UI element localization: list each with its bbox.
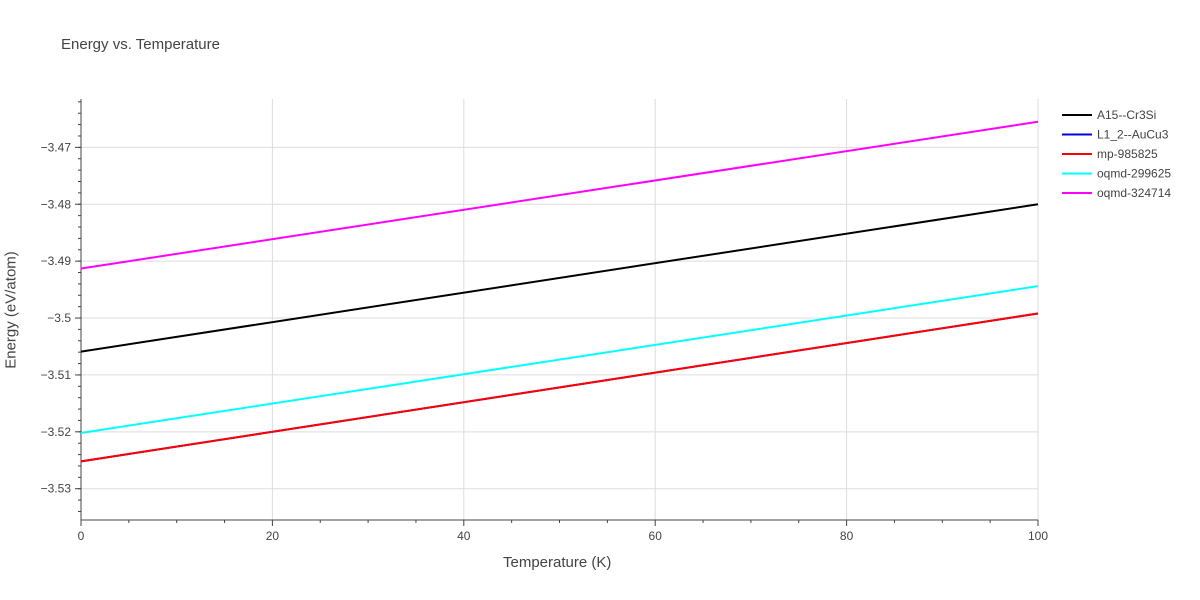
legend-label: oqmd-324714 xyxy=(1097,186,1171,200)
legend-label: mp-985825 xyxy=(1097,147,1158,161)
x-tick-label: 60 xyxy=(649,529,663,543)
y-tick-label: −3.52 xyxy=(41,425,72,439)
legend-label: L1_2--AuCu3 xyxy=(1097,128,1169,142)
legend-label: oqmd-299625 xyxy=(1097,167,1171,181)
y-tick-label: −3.47 xyxy=(41,140,72,154)
series-line-a15-cr3si xyxy=(80,203,1039,353)
x-tick-label: 20 xyxy=(266,529,280,543)
y-tick-label: −3.51 xyxy=(41,368,72,382)
legend-label: A15--Cr3Si xyxy=(1097,108,1156,122)
x-tick-label: 0 xyxy=(78,529,85,543)
y-tick-label: −3.48 xyxy=(41,197,72,211)
y-tick-label: −3.49 xyxy=(41,254,72,268)
series-line-mp-985825 xyxy=(80,312,1039,463)
chart-title: Energy vs. Temperature xyxy=(61,36,220,53)
x-tick-label: 80 xyxy=(840,529,854,543)
y-tick-label: −3.5 xyxy=(47,311,71,325)
x-tick-label: 40 xyxy=(457,529,471,543)
x-axis-title: Temperature (K) xyxy=(503,554,612,571)
series-line-oqmd-299625 xyxy=(80,285,1039,434)
series-line-oqmd-324714 xyxy=(80,120,1039,270)
y-tick-label: −3.53 xyxy=(41,482,72,496)
x-tick-label: 100 xyxy=(1028,529,1048,543)
